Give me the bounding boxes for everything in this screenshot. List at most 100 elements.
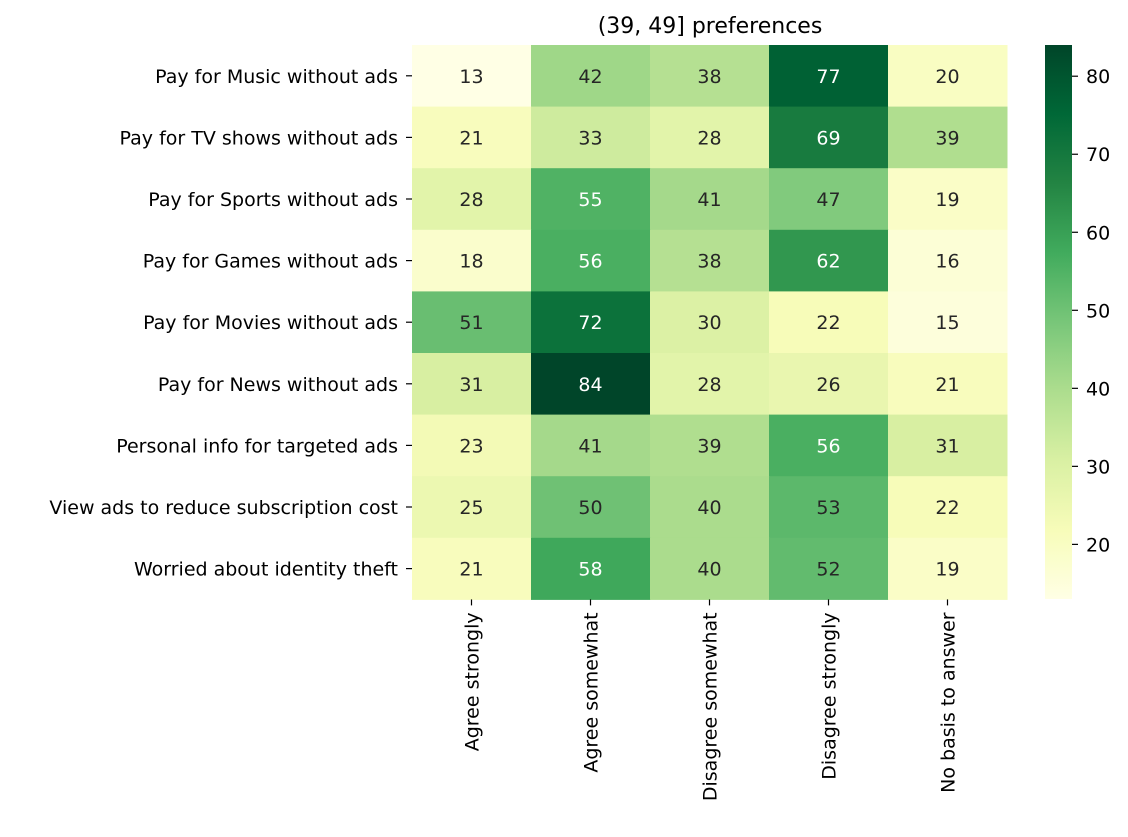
cell-value-label: 21 [459, 559, 483, 581]
cell-value-label: 42 [578, 66, 602, 88]
heatmap-cell [412, 106, 532, 169]
x-tick-label: No basis to answer [938, 612, 960, 793]
cell-value-label: 41 [578, 435, 602, 457]
heatmap-cell [531, 168, 651, 231]
heatmap-cell [650, 537, 770, 600]
heatmap-cell [650, 45, 770, 108]
y-tick-label: Pay for TV shows without ads [120, 127, 398, 149]
cell-value-label: 31 [459, 374, 483, 396]
cell-value-label: 21 [935, 374, 959, 396]
cell-value-label: 56 [816, 435, 840, 457]
heatmap-cell [888, 229, 1008, 292]
y-tick-label: View ads to reduce subscription cost [49, 497, 398, 519]
cell-value-label: 15 [935, 312, 959, 334]
heatmap-cell [888, 291, 1008, 354]
heatmap-cell [650, 353, 770, 416]
heatmap-cells: 13 42 38 77 20 21 33 28 69 39 28 55 41 47 19 18 56 38 62 16… [412, 45, 1008, 600]
heatmap-cell [531, 537, 651, 600]
heatmap-cell [650, 291, 770, 354]
y-tick-label: Pay for Games without ads [143, 251, 398, 273]
cell-value-label: 23 [459, 435, 483, 457]
cell-value-label: 38 [697, 66, 721, 88]
colorbar-tick-label: 60 [1086, 222, 1110, 244]
cell-value-label: 26 [816, 374, 840, 396]
cell-value-label: 25 [459, 497, 483, 519]
heatmap-cell [650, 476, 770, 539]
cell-value-label: 22 [935, 497, 959, 519]
cell-value-label: 62 [816, 251, 840, 273]
cell-value-label: 51 [459, 312, 483, 334]
heatmap-cell [888, 537, 1008, 600]
heatmap-cell [531, 414, 651, 477]
heatmap-cell [531, 229, 651, 292]
heatmap-cell [650, 106, 770, 169]
colorbar-tick-label: 70 [1086, 144, 1110, 166]
heatmap-cell [769, 291, 889, 354]
heatmap-cell [650, 414, 770, 477]
heatmap-cell [769, 414, 889, 477]
cell-value-label: 18 [459, 251, 483, 273]
y-tick-label: Pay for Movies without ads [143, 312, 398, 334]
heatmap-cell [769, 229, 889, 292]
colorbar: 20 30 40 50 60 70 80 [1045, 45, 1110, 599]
cell-value-label: 69 [816, 127, 840, 149]
y-tick-label: Pay for Music without ads [155, 66, 398, 88]
heatmap-cell [531, 353, 651, 416]
heatmap-cell [769, 106, 889, 169]
heatmap-cell [531, 476, 651, 539]
heatmap-cell [531, 45, 651, 108]
cell-value-label: 31 [935, 435, 959, 457]
cell-value-label: 30 [697, 312, 721, 334]
cell-value-label: 39 [935, 127, 959, 149]
heatmap-cell [412, 414, 532, 477]
cell-value-label: 53 [816, 497, 840, 519]
colorbar-gradient [1045, 45, 1072, 599]
colorbar-tick-label: 20 [1086, 534, 1110, 556]
cell-value-label: 52 [816, 559, 840, 581]
heatmap-cell [769, 353, 889, 416]
heatmap-cell [888, 45, 1008, 108]
heatmap-cell [650, 168, 770, 231]
heatmap-cell [412, 168, 532, 231]
cell-value-label: 20 [935, 66, 959, 88]
heatmap-cell [412, 353, 532, 416]
cell-value-label: 58 [578, 559, 602, 581]
colorbar-tick-label: 30 [1086, 456, 1110, 478]
cell-value-label: 19 [935, 189, 959, 211]
cell-value-label: 40 [697, 559, 721, 581]
x-tick-label: Disagree somewhat [700, 612, 722, 801]
heatmap-cell [888, 168, 1008, 231]
x-tick-label: Agree somewhat [581, 612, 603, 772]
cell-value-label: 77 [816, 66, 840, 88]
cell-value-label: 39 [697, 435, 721, 457]
heatmap-cell [650, 229, 770, 292]
cell-value-label: 38 [697, 251, 721, 273]
heatmap-cell [769, 168, 889, 231]
cell-value-label: 56 [578, 251, 602, 273]
cell-value-label: 21 [459, 127, 483, 149]
cell-value-label: 28 [697, 127, 721, 149]
colorbar-tick-label: 40 [1086, 378, 1110, 400]
heatmap-cell [888, 414, 1008, 477]
x-axis: Agree strongly Agree somewhat Disagree som… [462, 599, 960, 801]
colorbar-tick-label: 80 [1086, 66, 1110, 88]
y-tick-label: Pay for Sports without ads [148, 189, 398, 211]
heatmap-cell [769, 537, 889, 600]
cell-value-label: 72 [578, 312, 602, 334]
heatmap-cell [531, 106, 651, 169]
cell-value-label: 13 [459, 66, 483, 88]
cell-value-label: 50 [578, 497, 602, 519]
heatmap-cell [888, 476, 1008, 539]
y-tick-label: Worried about identity theft [134, 559, 398, 581]
heatmap-cell [888, 106, 1008, 169]
colorbar-tick-label: 50 [1086, 300, 1110, 322]
y-tick-label: Personal info for targeted ads [116, 435, 398, 457]
heatmap-cell [412, 476, 532, 539]
cell-value-label: 28 [697, 374, 721, 396]
heatmap-cell [769, 476, 889, 539]
heatmap-cell [769, 45, 889, 108]
cell-value-label: 16 [935, 251, 959, 273]
cell-value-label: 19 [935, 559, 959, 581]
heatmap-cell [531, 291, 651, 354]
